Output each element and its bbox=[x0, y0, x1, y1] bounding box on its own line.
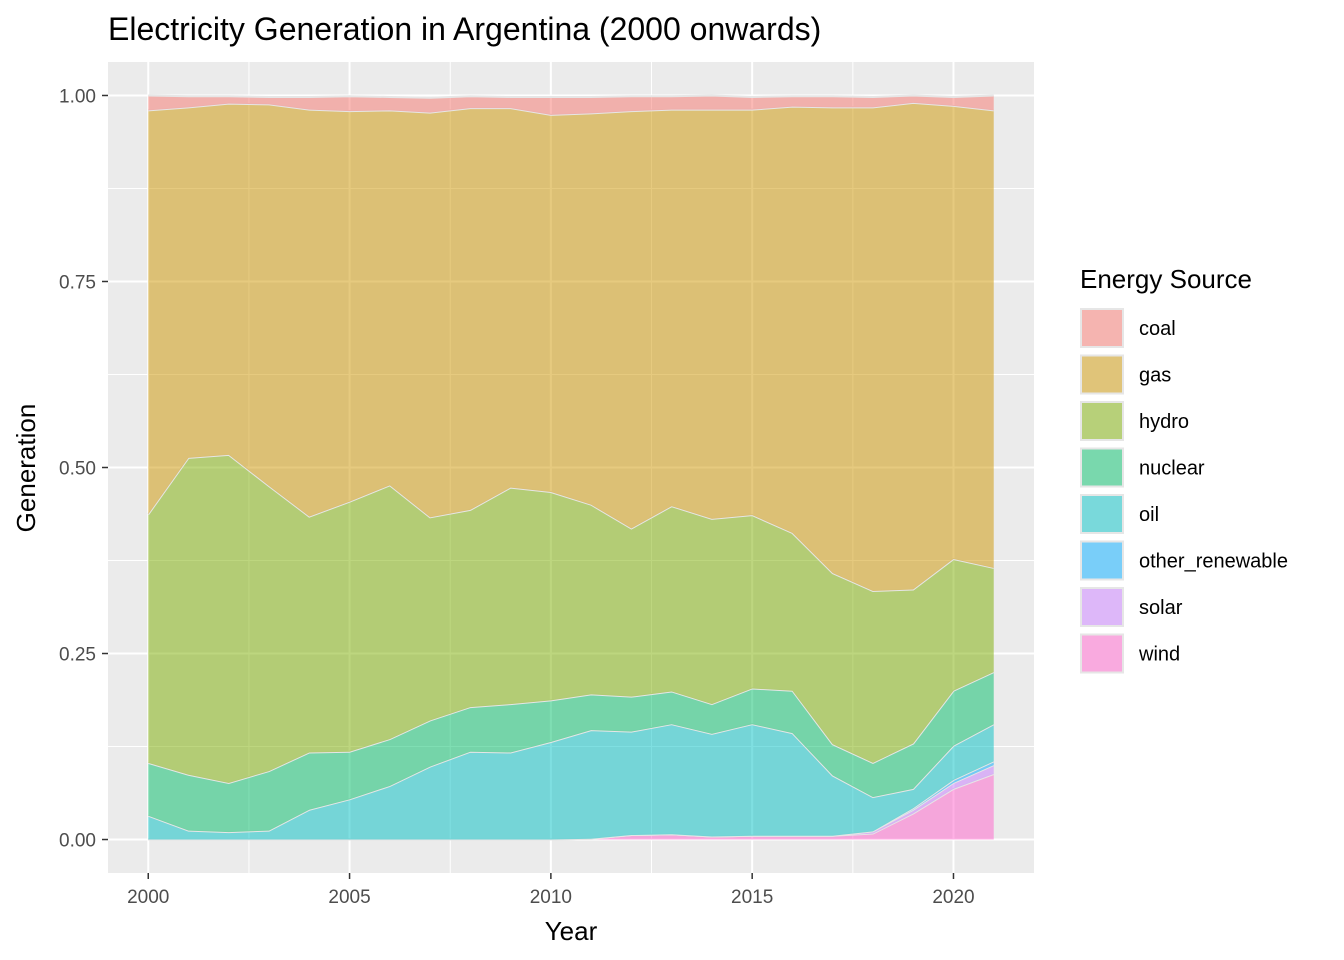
x-tick-label: 2015 bbox=[731, 887, 773, 908]
legend-swatch-solar bbox=[1080, 587, 1124, 627]
y-axis-title: Generation bbox=[11, 404, 41, 533]
x-axis-title: Year bbox=[545, 916, 598, 946]
y-tick-label: 1.00 bbox=[59, 86, 96, 107]
legend-title: Energy Source bbox=[1080, 264, 1252, 294]
legend-label-wind: wind bbox=[1138, 644, 1180, 666]
area-series bbox=[147, 94, 995, 841]
area-nuclear bbox=[148, 672, 994, 833]
legend-label-solar: solar bbox=[1139, 597, 1183, 619]
x-tick-label: 2000 bbox=[127, 887, 169, 908]
legend-label-other-renewable: other_renewable bbox=[1139, 551, 1288, 573]
y-tick-label: 0.25 bbox=[59, 645, 96, 666]
chart-title: Electricity Generation in Argentina (200… bbox=[108, 11, 821, 47]
x-tick-label: 2005 bbox=[328, 887, 370, 908]
legend-swatch-hydro bbox=[1080, 401, 1124, 441]
legend-swatch-other-renewable bbox=[1080, 540, 1124, 581]
legend-label-coal: coal bbox=[1139, 318, 1176, 340]
x-tick-label: 2020 bbox=[932, 887, 974, 908]
legend-swatch-wind bbox=[1080, 633, 1124, 674]
y-tick-label: 0.00 bbox=[59, 831, 96, 852]
area-hydro bbox=[148, 454, 994, 783]
legend-swatch-coal bbox=[1080, 308, 1124, 348]
legend-swatch-gas bbox=[1080, 354, 1124, 395]
area-gas bbox=[148, 102, 994, 592]
legend: Energy Source coal gas hydro nuclear oil othe… bbox=[1080, 264, 1288, 674]
y-axis: 0.00 0.25 0.50 0.75 1.00 bbox=[59, 86, 108, 852]
area-coal bbox=[148, 95, 994, 115]
legend-swatch-oil bbox=[1080, 494, 1124, 534]
legend-label-gas: gas bbox=[1139, 365, 1171, 387]
area-oil bbox=[148, 724, 994, 840]
x-axis: 2000 2005 2010 2015 2020 bbox=[127, 873, 975, 908]
legend-swatch-nuclear bbox=[1080, 447, 1124, 488]
legend-label-nuclear: nuclear bbox=[1139, 458, 1205, 480]
area-outline-coal bbox=[148, 94, 994, 99]
y-tick-label: 0.50 bbox=[59, 459, 96, 480]
x-tick-label: 2010 bbox=[530, 887, 572, 908]
y-tick-label: 0.75 bbox=[59, 272, 96, 293]
area-wind bbox=[148, 774, 994, 840]
legend-label-oil: oil bbox=[1139, 504, 1159, 526]
legend-label-hydro: hydro bbox=[1139, 411, 1189, 433]
